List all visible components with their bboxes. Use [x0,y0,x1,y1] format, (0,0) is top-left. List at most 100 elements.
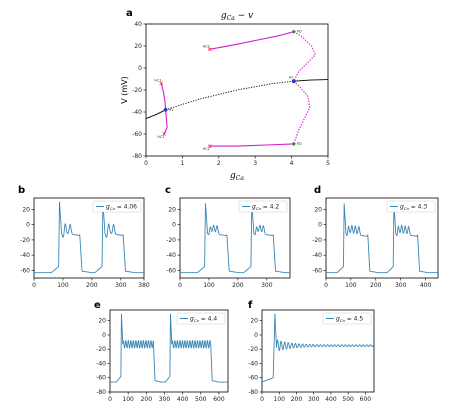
marker-hc [207,47,212,52]
panel-letter-a: a [126,8,133,19]
x-tick-label: 380 [138,282,150,289]
y-tick-label: 0 [254,332,258,339]
marker-label: HC2 [203,44,210,48]
legend-box [238,200,288,213]
plot-frame [261,309,375,393]
x-tick-label: 300 [308,396,320,403]
title-tail: − v [235,11,253,21]
legend-sub: Ca [404,206,410,211]
voltage-trace [180,203,290,274]
x-tick-label: 200 [232,282,244,289]
x-tick-label: 100 [122,396,134,403]
marker-hopf [163,107,168,112]
legend-value: = 4.06 [115,204,137,211]
x-tick-label: 0 [144,160,148,167]
marker-label: H2 [289,76,294,80]
panel-letter-d: d [314,185,321,196]
x-tick-label: 500 [342,396,354,403]
x-tick-label: 3 [253,160,257,167]
panel-letter-e: e [94,300,101,311]
x-tick-label: 300 [395,282,407,289]
x-tick-label: 0 [324,282,328,289]
y-tick-label: 0 [138,65,142,72]
y-tick-label: -60 [96,375,106,382]
x-tick-label: 500 [195,396,207,403]
xlabel-sub: Ca [236,175,245,182]
y-tick-label: 20 [22,206,30,213]
x-tick-label: 600 [360,396,372,403]
y-tick-label: -20 [312,237,322,244]
legend-main: g [400,204,404,211]
plot-frame [109,309,229,393]
panel-letter-c: c [165,185,171,196]
legend-value: = 4.2 [261,204,280,211]
voltage-trace [110,313,228,383]
marker-hopf [291,79,296,84]
legend-box [92,200,142,213]
legend-sub: Ca [340,318,346,323]
x-tick-label: 1 [180,160,184,167]
y-tick-label: 20 [98,318,106,325]
marker-hc [159,81,164,86]
y-tick-label: 40 [134,21,142,28]
y-axis-label: V (mV) [120,76,129,104]
x-tick-label: 100 [203,282,215,289]
marker-hc [162,132,167,136]
title-main: g [221,11,227,21]
x-axis-label: gCa [230,171,244,182]
x-tick-label: 100 [274,396,286,403]
y-tick-label: -80 [96,389,106,396]
legend-label: gCa = 4.3 [400,204,427,211]
panel-f: 0 100 200 300 400 500 600 -80 -60 -40 -20 0 20 gCa = … [248,309,375,403]
x-tick-label: 2 [217,160,221,167]
y-tick-label: -40 [96,360,106,367]
x-tick-label: 400 [325,396,337,403]
y-tick-label: -40 [312,252,322,259]
xlabel-main: g [230,171,236,181]
legend-label: gCa = 4.4 [190,316,217,323]
panel-letter-b: b [18,185,25,196]
y-tick-label: -20 [20,237,30,244]
x-tick-label: 300 [115,282,127,289]
x-tick-label: 0 [108,396,112,403]
marker-label: HC1 [157,135,164,139]
legend-label: gCa = 4.06 [106,204,137,211]
bifurcation-branch [165,80,294,111]
x-tick-label: 200 [370,282,382,289]
y-tick-label: 20 [314,206,322,213]
plot-frame [179,197,291,279]
x-tick-label: 400 [177,396,189,403]
voltage-trace [34,201,144,274]
bifurcation-branch [209,143,294,147]
y-tick-label: -40 [248,360,258,367]
y-tick-label: 0 [102,332,106,339]
y-tick-label: -60 [132,131,142,138]
x-tick-label: 100 [57,282,69,289]
y-tick-label: -40 [20,252,30,259]
legend-main: g [190,316,194,323]
y-tick-label: -20 [248,346,258,353]
marker-label: H1 [169,108,174,112]
y-tick-label: -60 [312,267,322,274]
y-tick-label: -40 [132,109,142,116]
legend-label: gCa = 4.5 [336,316,363,323]
legend-value: = 4.5 [345,316,364,323]
bifurcation-branch [293,80,311,145]
x-tick-label: 4 [290,160,294,167]
y-tick-label: -40 [166,252,176,259]
x-tick-label: 0 [32,282,36,289]
bifurcation-branch [145,109,166,120]
voltage-trace [262,313,374,383]
marker-pd [291,141,296,147]
y-tick-label: -20 [132,87,142,94]
y-tick-label: 20 [250,318,258,325]
panel-d: 0 100 200 300 400 -60 -40 -20 0 20 gCa = 4.3 [312,197,439,289]
y-tick-label: 20 [134,43,142,50]
legend-main: g [336,316,340,323]
y-tick-label: 0 [26,222,30,229]
x-tick-label: 200 [141,396,153,403]
legend-box [322,312,372,325]
y-tick-label: -60 [166,267,176,274]
x-tick-label: 300 [261,282,273,289]
y-tick-label: 0 [172,222,176,229]
